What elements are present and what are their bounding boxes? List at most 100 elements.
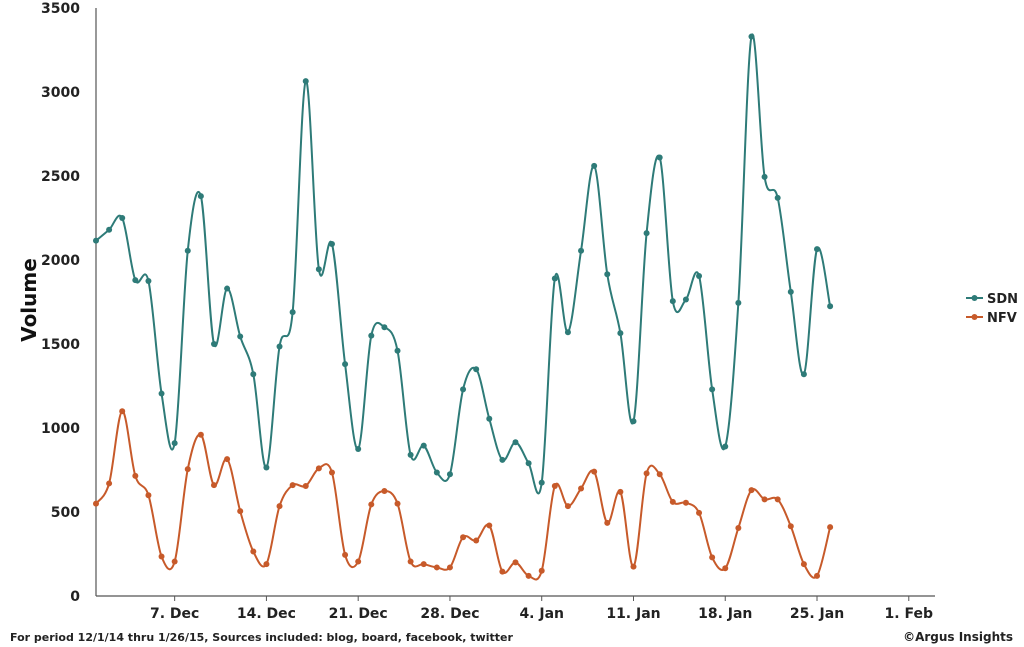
- data-point-nfv[interactable]: [512, 559, 519, 566]
- data-point-nfv[interactable]: [394, 500, 401, 507]
- data-point-sdn[interactable]: [460, 386, 467, 393]
- data-point-nfv[interactable]: [525, 572, 532, 579]
- data-point-sdn[interactable]: [132, 277, 139, 284]
- data-point-nfv[interactable]: [184, 466, 191, 473]
- data-point-sdn[interactable]: [289, 309, 296, 316]
- data-point-sdn[interactable]: [171, 440, 178, 447]
- data-point-sdn[interactable]: [827, 303, 834, 310]
- data-point-nfv[interactable]: [787, 523, 794, 530]
- data-point-sdn[interactable]: [250, 371, 257, 378]
- data-point-sdn[interactable]: [656, 154, 663, 161]
- data-point-sdn[interactable]: [381, 324, 388, 331]
- data-point-nfv[interactable]: [433, 564, 440, 571]
- data-point-sdn[interactable]: [814, 246, 821, 253]
- data-point-nfv[interactable]: [643, 470, 650, 477]
- data-point-sdn[interactable]: [237, 333, 244, 340]
- data-point-sdn[interactable]: [446, 471, 453, 478]
- data-point-sdn[interactable]: [210, 341, 217, 347]
- data-point-nfv[interactable]: [630, 563, 637, 570]
- data-point-sdn[interactable]: [106, 226, 113, 233]
- data-point-sdn[interactable]: [512, 439, 519, 446]
- data-point-sdn[interactable]: [394, 347, 401, 354]
- data-point-nfv[interactable]: [158, 553, 165, 560]
- data-point-nfv[interactable]: [368, 501, 375, 508]
- data-point-nfv[interactable]: [302, 482, 309, 489]
- data-point-sdn[interactable]: [302, 78, 309, 85]
- data-point-nfv[interactable]: [669, 498, 676, 505]
- data-point-sdn[interactable]: [315, 266, 322, 273]
- data-point-sdn[interactable]: [591, 162, 598, 169]
- data-point-nfv[interactable]: [315, 465, 322, 472]
- data-point-nfv[interactable]: [538, 567, 545, 574]
- data-point-sdn[interactable]: [682, 296, 689, 303]
- legend[interactable]: SDN NFV: [966, 292, 1018, 326]
- data-point-nfv[interactable]: [237, 508, 244, 515]
- data-point-nfv[interactable]: [342, 551, 349, 558]
- data-point-nfv[interactable]: [774, 496, 781, 503]
- data-point-sdn[interactable]: [355, 446, 362, 452]
- data-point-nfv[interactable]: [696, 509, 703, 516]
- data-point-sdn[interactable]: [473, 366, 480, 373]
- data-point-sdn[interactable]: [787, 288, 794, 295]
- data-point-sdn[interactable]: [263, 464, 270, 471]
- data-point-sdn[interactable]: [578, 247, 585, 254]
- data-point-nfv[interactable]: [171, 558, 178, 565]
- data-point-nfv[interactable]: [682, 499, 689, 506]
- data-point-sdn[interactable]: [709, 386, 716, 393]
- data-point-nfv[interactable]: [604, 519, 611, 526]
- data-point-sdn[interactable]: [499, 456, 506, 463]
- data-point-sdn[interactable]: [617, 330, 624, 337]
- data-point-nfv[interactable]: [224, 456, 231, 463]
- data-point-nfv[interactable]: [460, 534, 467, 541]
- data-point-nfv[interactable]: [709, 554, 716, 561]
- data-point-nfv[interactable]: [564, 503, 571, 510]
- data-point-sdn[interactable]: [420, 442, 427, 449]
- data-point-nfv[interactable]: [735, 524, 742, 531]
- data-point-nfv[interactable]: [263, 561, 270, 568]
- data-point-nfv[interactable]: [355, 558, 362, 565]
- data-point-nfv[interactable]: [197, 431, 204, 438]
- data-point-sdn[interactable]: [696, 272, 703, 279]
- data-point-nfv[interactable]: [276, 503, 283, 510]
- data-point-nfv[interactable]: [289, 482, 296, 489]
- data-point-nfv[interactable]: [656, 471, 663, 478]
- data-point-sdn[interactable]: [433, 469, 440, 476]
- data-point-sdn[interactable]: [735, 299, 742, 306]
- data-point-nfv[interactable]: [827, 524, 834, 531]
- data-point-nfv[interactable]: [800, 561, 807, 568]
- data-point-nfv[interactable]: [119, 408, 126, 415]
- data-point-nfv[interactable]: [748, 487, 755, 494]
- data-point-nfv[interactable]: [420, 561, 427, 568]
- data-point-sdn[interactable]: [774, 194, 781, 201]
- data-point-nfv[interactable]: [473, 537, 480, 544]
- data-point-sdn[interactable]: [800, 371, 807, 378]
- data-point-sdn[interactable]: [145, 278, 152, 284]
- data-point-sdn[interactable]: [158, 390, 165, 397]
- data-point-sdn[interactable]: [669, 298, 676, 305]
- data-point-sdn[interactable]: [630, 418, 637, 425]
- data-point-nfv[interactable]: [578, 485, 585, 492]
- data-point-nfv[interactable]: [617, 488, 624, 495]
- legend-item-sdn[interactable]: SDN: [966, 292, 1018, 307]
- data-point-nfv[interactable]: [250, 548, 257, 555]
- data-point-nfv[interactable]: [381, 488, 388, 494]
- data-point-sdn[interactable]: [748, 33, 755, 40]
- data-point-sdn[interactable]: [342, 361, 349, 368]
- data-point-nfv[interactable]: [93, 500, 99, 507]
- data-point-sdn[interactable]: [564, 329, 571, 336]
- data-point-sdn[interactable]: [538, 479, 545, 486]
- data-point-sdn[interactable]: [184, 247, 191, 254]
- data-point-nfv[interactable]: [814, 572, 821, 579]
- legend-item-nfv[interactable]: NFV: [966, 311, 1017, 326]
- data-point-sdn[interactable]: [551, 275, 558, 282]
- data-point-nfv[interactable]: [486, 522, 493, 529]
- data-point-nfv[interactable]: [210, 482, 217, 489]
- data-point-nfv[interactable]: [551, 482, 558, 489]
- data-point-nfv[interactable]: [106, 480, 113, 487]
- data-point-sdn[interactable]: [276, 343, 283, 350]
- data-point-sdn[interactable]: [761, 173, 768, 180]
- data-point-nfv[interactable]: [132, 472, 139, 479]
- data-point-sdn[interactable]: [604, 271, 611, 278]
- data-point-nfv[interactable]: [407, 558, 414, 565]
- data-point-sdn[interactable]: [407, 451, 414, 458]
